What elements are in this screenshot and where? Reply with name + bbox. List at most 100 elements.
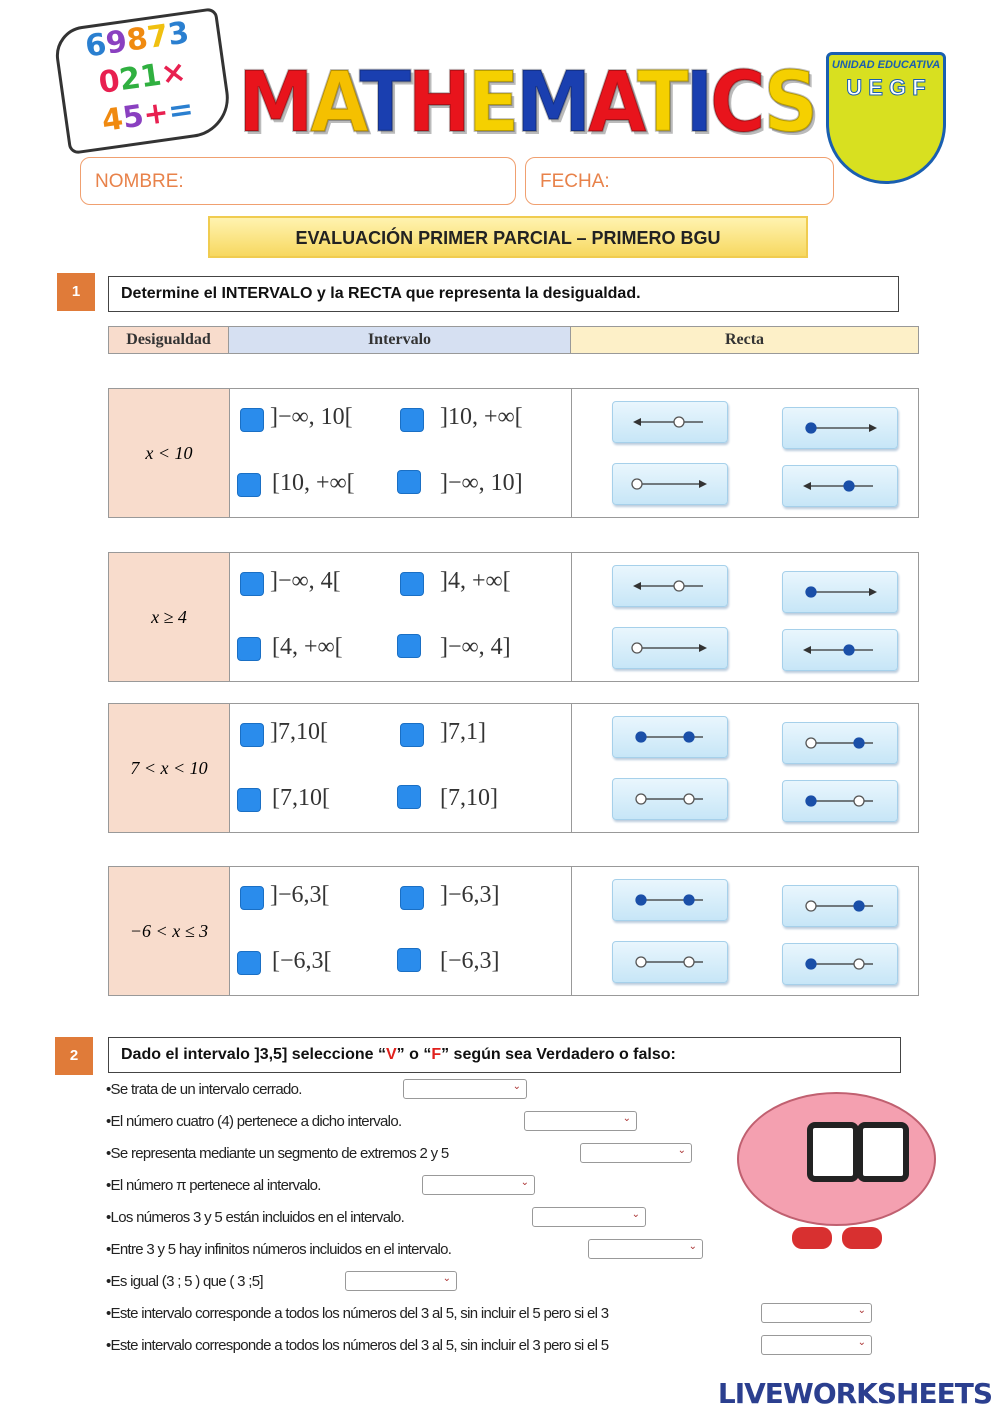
interval-checkbox[interactable] (397, 948, 421, 972)
true-false-dropdown[interactable]: ⌄ (532, 1207, 646, 1227)
number-line-option-open-arrow-right[interactable] (612, 463, 728, 505)
header-intervalo: Intervalo (228, 326, 571, 354)
interval-option: [4, +∞[ (272, 634, 343, 660)
interval-checkbox[interactable] (237, 637, 261, 661)
interval-checkbox[interactable] (400, 886, 424, 910)
interval-option: ]7,10[ (270, 719, 328, 745)
interval-option: ]4, +∞[ (440, 568, 511, 594)
statement-row: •Se representa mediante un segmento de e… (106, 1142, 692, 1164)
statement-text: •Se representa mediante un segmento de e… (106, 1144, 449, 1162)
true-false-dropdown[interactable]: ⌄ (524, 1111, 637, 1131)
chevron-down-icon: ⌄ (631, 1209, 640, 1220)
title-letter: C (709, 52, 768, 152)
statement-text: •Este intervalo corresponde a todos los … (106, 1304, 609, 1322)
dropdown-value (533, 1210, 537, 1224)
chevron-down-icon: ⌄ (857, 1305, 866, 1316)
title-letter: M (515, 52, 592, 152)
true-false-dropdown[interactable]: ⌄ (422, 1175, 535, 1195)
interval-checkbox[interactable] (240, 408, 264, 432)
number-line-option-arrow-left-closed[interactable] (782, 465, 898, 507)
title-letter: H (407, 52, 472, 152)
number-line-option-open-open[interactable] (612, 941, 728, 983)
inequality-block: 7 < x < 10 (108, 703, 919, 833)
name-field[interactable]: NOMBRE: (80, 157, 516, 205)
statement-row: •Este intervalo corresponde a todos los … (106, 1302, 872, 1324)
interval-checkbox[interactable] (400, 408, 424, 432)
exam-title-banner: EVALUACIÓN PRIMER PARCIAL – PRIMERO BGU (208, 216, 808, 258)
interval-option: ]−6,3] (440, 882, 500, 908)
f-letter: F (431, 1046, 442, 1063)
statement-row: •Se trata de un intervalo cerrado. ⌄ (106, 1078, 527, 1100)
prompt-text: Dado el intervalo ]3,5] seleccione “ (121, 1046, 386, 1063)
number-line-option-closed-arrow-right[interactable] (782, 407, 898, 449)
dropdown-value (423, 1178, 427, 1192)
number-line-option-open-closed[interactable] (782, 722, 898, 764)
interval-option: [7,10] (440, 785, 498, 811)
header-desigualdad: Desigualdad (108, 326, 229, 354)
number-line-option-closed-open[interactable] (782, 943, 898, 985)
chevron-down-icon: ⌄ (677, 1145, 686, 1156)
dropdown-value (346, 1274, 350, 1288)
prompt-text: ” o “ (396, 1046, 432, 1063)
prompt-text: ” según sea Verdadero o falso: (441, 1046, 676, 1063)
number-line-option-arrow-left-closed[interactable] (782, 629, 898, 671)
interval-cell (229, 704, 572, 832)
dropdown-value (581, 1146, 585, 1160)
interval-option: ]7,1] (440, 719, 486, 745)
number-line-option-closed-open[interactable] (782, 780, 898, 822)
number-line-option-open-arrow-right[interactable] (612, 627, 728, 669)
inequality-label: 7 < x < 10 (109, 704, 230, 832)
number-line-option-open-open[interactable] (612, 778, 728, 820)
mathematics-title: MATHEMATICS (237, 52, 819, 152)
interval-cell (229, 867, 572, 995)
dropdown-value (589, 1242, 593, 1256)
number-line-option-closed-closed[interactable] (612, 716, 728, 758)
name-label: NOMBRE: (95, 171, 184, 192)
interval-checkbox[interactable] (237, 951, 261, 975)
true-false-dropdown[interactable]: ⌄ (761, 1335, 872, 1355)
interval-checkbox[interactable] (240, 886, 264, 910)
number-line-option-arrow-left-open[interactable] (612, 401, 728, 443)
chevron-down-icon: ⌄ (520, 1177, 529, 1188)
title-letter: E (467, 52, 521, 152)
interval-checkbox[interactable] (237, 788, 261, 812)
interval-checkbox[interactable] (397, 634, 421, 658)
true-false-dropdown[interactable]: ⌄ (580, 1143, 692, 1163)
true-false-dropdown[interactable]: ⌄ (403, 1079, 527, 1099)
inequality-block: −6 < x ≤ 3 (108, 866, 919, 996)
true-false-dropdown[interactable]: ⌄ (588, 1239, 703, 1259)
title-letter: A (587, 52, 642, 152)
chevron-down-icon: ⌄ (442, 1273, 451, 1284)
title-letter: T (358, 52, 412, 152)
true-false-dropdown[interactable]: ⌄ (761, 1303, 872, 1323)
interval-option: [7,10[ (272, 785, 330, 811)
interval-option: [−6,3[ (272, 948, 332, 974)
interval-checkbox[interactable] (240, 723, 264, 747)
title-letter: A (309, 52, 364, 152)
interval-checkbox[interactable] (400, 572, 424, 596)
statement-row: •Entre 3 y 5 hay infinitos números inclu… (106, 1238, 703, 1260)
interval-option: ]−∞, 4] (440, 634, 511, 660)
number-line-option-closed-closed[interactable] (612, 879, 728, 921)
interval-option: ]−∞, 4[ (270, 568, 341, 594)
true-false-dropdown[interactable]: ⌄ (345, 1271, 457, 1291)
number-line-option-closed-arrow-right[interactable] (782, 571, 898, 613)
title-letter: M (237, 52, 314, 152)
inequality-block: x < 10 (108, 388, 919, 518)
title-letter: T (636, 52, 690, 152)
interval-checkbox[interactable] (240, 572, 264, 596)
interval-checkbox[interactable] (397, 785, 421, 809)
dropdown-value (525, 1114, 529, 1128)
interval-checkbox[interactable] (400, 723, 424, 747)
question-1-number: 1 (57, 273, 95, 311)
number-line-option-arrow-left-open[interactable] (612, 565, 728, 607)
numbers-logo: 69873 021× 45+= (52, 7, 234, 155)
interval-checkbox[interactable] (237, 473, 261, 497)
interval-checkbox[interactable] (397, 470, 421, 494)
interval-option: [10, +∞[ (272, 470, 355, 496)
date-field[interactable]: FECHA: (525, 157, 834, 205)
dropdown-value (404, 1082, 408, 1096)
number-line-option-open-closed[interactable] (782, 885, 898, 927)
interval-option: ]10, +∞[ (440, 404, 523, 430)
interval-option: ]−6,3[ (270, 882, 330, 908)
